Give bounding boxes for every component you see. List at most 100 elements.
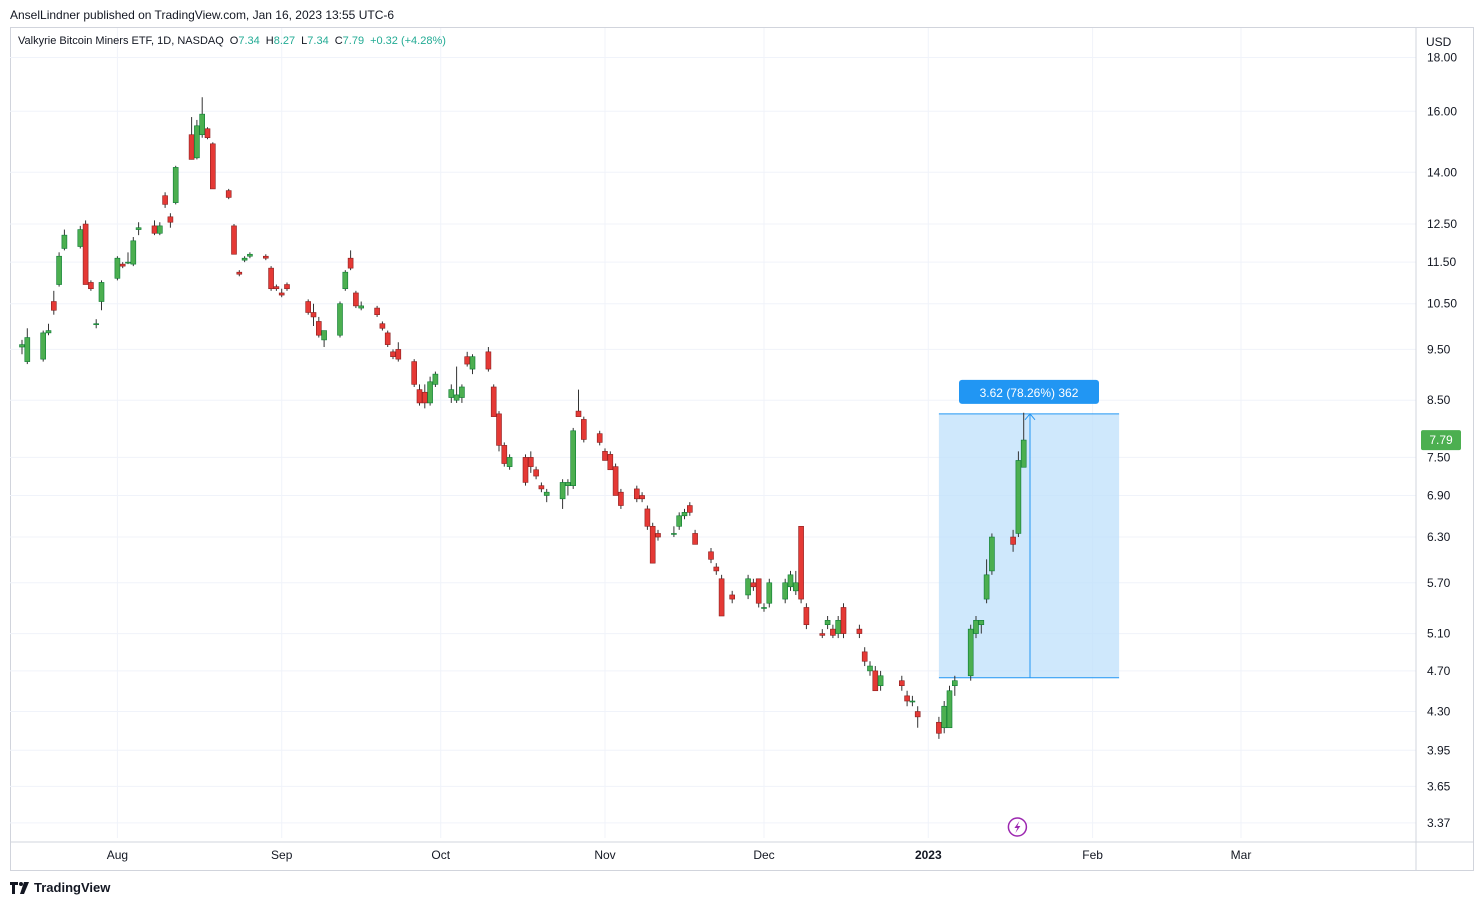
candle-body[interactable]: [596, 433, 603, 443]
candle-body[interactable]: [951, 680, 958, 687]
candle-body[interactable]: [416, 389, 423, 404]
candle-body[interactable]: [819, 633, 826, 636]
candle-body[interactable]: [427, 381, 433, 404]
candle-body[interactable]: [761, 607, 767, 609]
candle-body[interactable]: [247, 253, 253, 257]
candle-body[interactable]: [119, 263, 126, 267]
candle-body[interactable]: [766, 582, 773, 604]
candle-body[interactable]: [798, 525, 804, 600]
candle-body[interactable]: [167, 216, 174, 223]
candle-body[interactable]: [533, 469, 539, 477]
candle-body[interactable]: [686, 505, 693, 513]
candle-body[interactable]: [655, 533, 661, 538]
candle-body[interactable]: [225, 190, 232, 198]
candle-body[interactable]: [305, 301, 312, 313]
candle-body[interactable]: [824, 620, 831, 626]
candle-body[interactable]: [315, 321, 322, 336]
candle-body[interactable]: [671, 533, 677, 535]
candle-body[interactable]: [904, 695, 910, 702]
candle-body[interactable]: [872, 670, 879, 692]
candle-body[interactable]: [580, 419, 587, 440]
candle-body[interactable]: [231, 225, 237, 255]
candle-body[interactable]: [98, 282, 105, 302]
candle-body[interactable]: [61, 234, 68, 249]
candle-body[interactable]: [421, 391, 428, 404]
candle-body[interactable]: [210, 143, 216, 190]
candle-body[interactable]: [172, 167, 179, 203]
candle-body[interactable]: [432, 373, 439, 385]
candle-body[interactable]: [390, 351, 396, 357]
candle-body[interactable]: [983, 574, 990, 600]
candle-body[interactable]: [559, 482, 566, 500]
candle-body[interactable]: [713, 566, 720, 572]
candle-body[interactable]: [114, 257, 121, 279]
candle-body[interactable]: [1020, 439, 1027, 468]
candle-body[interactable]: [40, 332, 47, 360]
candle-body[interactable]: [337, 303, 343, 336]
candle-body[interactable]: [379, 323, 386, 329]
candle-body[interactable]: [618, 491, 624, 506]
candle-body[interactable]: [469, 356, 476, 370]
candle-body[interactable]: [241, 257, 248, 261]
candle-body[interactable]: [19, 344, 25, 348]
candle-body[interactable]: [877, 675, 884, 687]
candle-body[interactable]: [639, 495, 645, 500]
tradingview-footer[interactable]: TradingView: [10, 880, 110, 895]
candle-body[interactable]: [284, 284, 290, 290]
candle-body[interactable]: [755, 578, 762, 604]
candle-body[interactable]: [861, 651, 868, 662]
candle-body[interactable]: [262, 255, 269, 259]
candle-body[interactable]: [718, 578, 725, 617]
candle-body[interactable]: [374, 307, 380, 316]
candle-body[interactable]: [602, 451, 608, 461]
candle-body[interactable]: [803, 607, 810, 626]
candle-body[interactable]: [941, 705, 948, 729]
candle-body[interactable]: [204, 128, 211, 139]
candle-body[interactable]: [358, 305, 365, 309]
candle-body[interactable]: [501, 445, 508, 464]
candle-body[interactable]: [411, 361, 418, 385]
candle-body[interactable]: [464, 356, 471, 365]
measure-box[interactable]: [938, 413, 1120, 678]
candle-body[interactable]: [729, 594, 736, 600]
candle-body[interactable]: [575, 410, 582, 417]
candle-body[interactable]: [538, 485, 545, 490]
candle-body[interactable]: [1010, 536, 1016, 545]
candle-body[interactable]: [708, 551, 714, 560]
candle-body[interactable]: [527, 457, 534, 467]
candle-body[interactable]: [745, 578, 751, 596]
candle-body[interactable]: [978, 620, 985, 626]
candle-body[interactable]: [649, 525, 656, 564]
candle-body[interactable]: [151, 225, 158, 234]
candle-body[interactable]: [268, 267, 274, 290]
candle-body[interactable]: [353, 292, 359, 307]
candle-body[interactable]: [236, 271, 243, 275]
candle-body[interactable]: [750, 582, 757, 588]
candle-body[interactable]: [522, 457, 529, 483]
candle-body[interactable]: [453, 394, 460, 401]
candle-body[interactable]: [946, 690, 953, 729]
candle-body[interactable]: [194, 125, 200, 159]
candle-body[interactable]: [570, 430, 577, 486]
candle-body[interactable]: [162, 195, 168, 205]
candle-body[interactable]: [310, 312, 317, 318]
candle-body[interactable]: [787, 574, 794, 588]
candle-body[interactable]: [914, 711, 921, 718]
candle-body[interactable]: [867, 665, 873, 672]
candle-body[interactable]: [77, 229, 84, 247]
candle-body[interactable]: [490, 386, 497, 417]
candle-body[interactable]: [543, 491, 550, 496]
candle-body[interactable]: [347, 257, 354, 269]
candle-body[interactable]: [909, 700, 916, 703]
candle-body[interactable]: [278, 292, 285, 296]
candle-body[interactable]: [188, 134, 195, 160]
candle-body[interactable]: [448, 389, 455, 398]
candle-body[interactable]: [130, 240, 137, 265]
candle-body[interactable]: [157, 225, 163, 234]
candle-body[interactable]: [898, 680, 905, 687]
candle-body[interactable]: [395, 349, 402, 360]
candle-body[interactable]: [676, 515, 683, 527]
candle-body[interactable]: [82, 223, 89, 285]
candle-body[interactable]: [1015, 460, 1022, 534]
candle-body[interactable]: [633, 488, 640, 500]
